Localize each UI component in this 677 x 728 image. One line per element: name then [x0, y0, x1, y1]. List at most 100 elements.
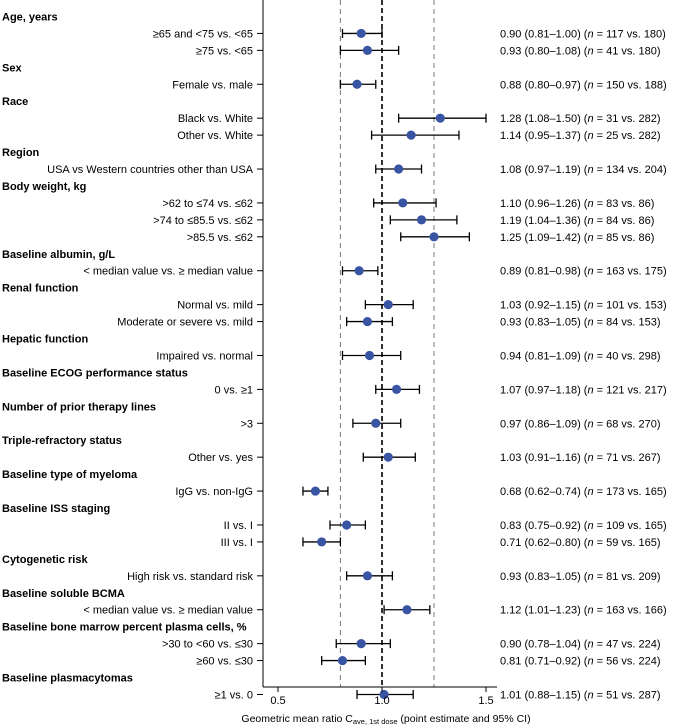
row-value: 0.88 (0.80–0.97) (n = 150 vs. 188) — [500, 79, 667, 91]
row-value: 1.03 (0.91–1.16) (n = 71 vs. 267) — [500, 452, 661, 464]
point-estimate — [356, 639, 366, 649]
row-value-n: = 101 vs. 153) — [594, 300, 667, 312]
point-estimate — [371, 418, 381, 428]
row-value-n-label: n — [587, 317, 593, 329]
row-value-n: = 71 vs. 267) — [594, 452, 661, 464]
row-value-ci: 0.90 (0.81–1.00) ( — [500, 28, 588, 40]
row-value-n-label: n — [587, 232, 593, 244]
row-value-n-label: n — [587, 198, 593, 210]
x-axis-title-suffix: (point estimate and 95% CI) — [398, 713, 531, 725]
row-value-n-label: n — [587, 605, 593, 617]
row-value-n: = 121 vs. 217) — [594, 384, 667, 396]
row-value-n: = 163 vs. 175) — [594, 266, 667, 278]
row-value-n: = 85 vs. 86) — [594, 232, 655, 244]
row-label: Female vs. male — [172, 79, 253, 91]
row-value-ci: 0.93 (0.80–1.08) ( — [500, 45, 588, 57]
group-header: Baseline soluble BCMA — [2, 588, 125, 600]
row-value: 0.93 (0.83–1.05) (n = 81 vs. 209) — [500, 571, 661, 583]
group-header: Body weight, kg — [2, 181, 86, 193]
group-header: Baseline ECOG performance status — [2, 367, 188, 379]
x-axis-title-sub: ave, 1st dose — [353, 717, 398, 726]
row-value-ci: 0.88 (0.80–0.97) ( — [500, 79, 588, 91]
group-header: Baseline ISS staging — [2, 503, 110, 515]
row-value-n: = 51 vs. 287) — [594, 689, 661, 701]
row-value: 0.94 (0.81–1.09) (n = 40 vs. 298) — [500, 350, 661, 362]
row-label: III vs. I — [221, 537, 253, 549]
row-value-ci: 0.81 (0.71–0.92) ( — [500, 656, 588, 668]
row-label: Normal vs. mild — [177, 300, 253, 312]
row-value-ci: 1.12 (1.01–1.23) ( — [500, 605, 588, 617]
row-label: < median value vs. ≥ median value — [83, 266, 253, 278]
point-estimate — [406, 130, 416, 140]
point-estimate — [364, 350, 375, 361]
row-value-n-label: n — [587, 537, 593, 549]
x-axis: 0.5 1.0 1.5 — [262, 0, 497, 707]
point-estimate — [435, 113, 445, 123]
row-value-n: = 83 vs. 86) — [594, 198, 655, 210]
row-label: Impaired vs. normal — [156, 350, 253, 362]
row-value: 1.01 (0.88–1.15) (n = 51 vs. 287) — [500, 689, 661, 701]
row-value-n-label: n — [587, 639, 593, 651]
row-label: IgG vs. non-IgG — [175, 486, 253, 498]
group-header: Hepatic function — [2, 334, 88, 346]
group-header: Triple-refractory status — [2, 435, 122, 447]
row-value-n-label: n — [587, 45, 593, 57]
reference-lines — [339, 0, 435, 687]
row-value-n: = 150 vs. 188) — [594, 79, 667, 91]
row-value: 0.81 (0.71–0.92) (n = 56 vs. 224) — [500, 656, 661, 668]
row-value-n-label: n — [587, 266, 593, 278]
row-value-ci: 1.08 (0.97–1.19) ( — [500, 164, 588, 176]
row-value: 1.07 (0.97–1.18) (n = 121 vs. 217) — [500, 384, 667, 396]
row-label: >85.5 vs. ≤62 — [187, 232, 253, 244]
row-label: ≥65 and <75 vs. <65 — [153, 28, 253, 40]
point-estimate — [317, 537, 327, 547]
row-value-n: = 41 vs. 180) — [594, 45, 661, 57]
row-value-n: = 134 vs. 204) — [594, 164, 667, 176]
row-value: 1.03 (0.92–1.15) (n = 101 vs. 153) — [500, 300, 667, 312]
row-value-ci: 1.03 (0.92–1.15) ( — [500, 300, 588, 312]
point-estimate — [391, 384, 402, 394]
point-estimate — [356, 28, 366, 39]
point-estimate — [394, 164, 404, 174]
row-value-ci: 0.97 (0.86–1.09) ( — [500, 418, 588, 430]
row-value-ci: 0.93 (0.83–1.05) ( — [500, 317, 588, 329]
row-value-n-label: n — [587, 520, 593, 532]
row-value-n-label: n — [587, 486, 593, 498]
group-header: Baseline type of myeloma — [2, 469, 138, 481]
row-value: 0.90 (0.81–1.00) (n = 117 vs. 180) — [500, 28, 666, 40]
row-value-n: = 68 vs. 270) — [594, 418, 661, 430]
row-label: ≥60 vs. ≤30 — [196, 656, 253, 668]
row-value-n-label: n — [587, 571, 593, 583]
row-value: 0.68 (0.62–0.74) (n = 173 vs. 165) — [500, 486, 667, 498]
plot-rows: Age, years ≥65 and <75 vs. <65 0.90 (0.81–… — [2, 11, 667, 701]
group-header: Cytogenetic risk — [2, 554, 88, 566]
row-label: Moderate or severe vs. mild — [117, 317, 253, 329]
row-value: 1.25 (1.09–1.42) (n = 85 vs. 86) — [500, 232, 654, 244]
row-label: USA vs Western countries other than USA — [47, 164, 253, 176]
row-value-ci: 1.07 (0.97–1.18) ( — [500, 384, 588, 396]
row-value-ci: 1.25 (1.09–1.42) ( — [500, 232, 588, 244]
point-estimate — [362, 571, 373, 581]
row-value: 0.93 (0.80–1.08) (n = 41 vs. 180) — [500, 45, 661, 57]
row-value: 0.71 (0.62–0.80) (n = 59 vs. 165) — [500, 537, 661, 549]
row-value-n: = 173 vs. 165) — [594, 486, 667, 498]
point-estimate — [310, 486, 321, 496]
row-value: 0.90 (0.78–1.04) (n = 47 vs. 224) — [500, 639, 661, 651]
point-estimate — [429, 232, 439, 242]
row-value: 0.89 (0.81–0.98) (n = 163 vs. 175) — [500, 266, 667, 278]
row-value-ci: 1.10 (0.96–1.26) ( — [500, 198, 588, 210]
row-value-ci: 0.93 (0.83–1.05) ( — [500, 571, 588, 583]
x-tick-label: 1.5 — [478, 695, 493, 707]
point-estimate — [379, 689, 389, 700]
row-value-n-label: n — [587, 79, 593, 91]
row-value-ci: 1.01 (0.88–1.15) ( — [500, 689, 588, 701]
row-value-n-label: n — [587, 689, 593, 701]
row-value-n: = 25 vs. 282) — [594, 130, 661, 142]
row-label: ≥75 vs. <65 — [196, 45, 253, 57]
row-label: Black vs. White — [178, 113, 253, 125]
row-value-n: = 117 vs. 180) — [594, 28, 666, 40]
row-value-n: = 31 vs. 282) — [594, 113, 661, 125]
row-value-n-label: n — [587, 113, 593, 125]
row-label: >74 to ≤85.5 vs. ≤62 — [153, 215, 253, 227]
row-value-ci: 0.89 (0.81–0.98) ( — [500, 266, 588, 278]
